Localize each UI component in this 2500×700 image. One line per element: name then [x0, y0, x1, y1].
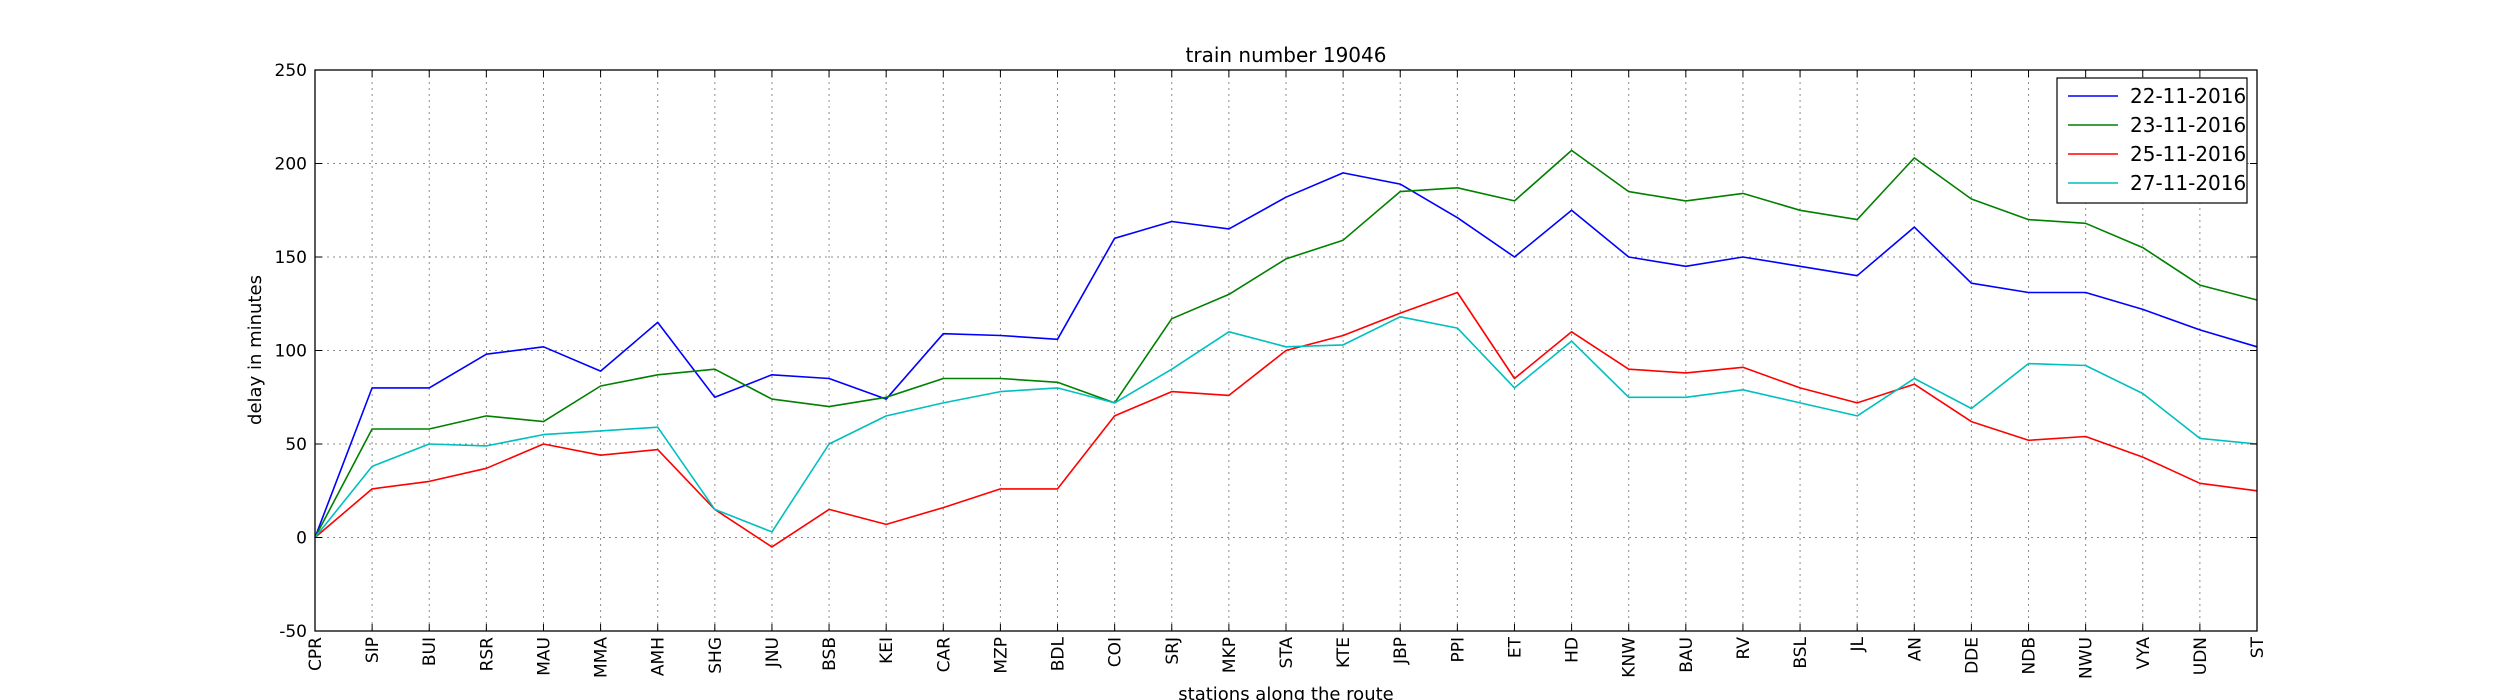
series-line-25-11-2016 [314, 291, 2258, 548]
x-tick-label: NWU [2077, 637, 2097, 679]
legend-label: 25-11-2016 [2130, 142, 2246, 166]
x-tick-label: MKP [1220, 637, 1240, 673]
x-tick-label: JL [1848, 636, 1868, 652]
y-tick-label: 0 [296, 529, 307, 549]
series-line-27-11-2016 [314, 315, 2258, 539]
x-tick-label: AMH [649, 637, 669, 676]
x-tick-label: MZP [991, 637, 1011, 674]
legend-label: 27-11-2016 [2130, 171, 2246, 195]
x-tick-label: BSL [1791, 636, 1811, 668]
x-tick-label: RV [1734, 637, 1754, 660]
x-tick-label: CAR [934, 637, 954, 672]
series-lines [314, 149, 2258, 548]
y-tick-label: -50 [279, 622, 307, 642]
x-tick-label: BAU [1677, 637, 1697, 673]
x-tick-label: ST [2248, 636, 2268, 658]
legend-box [2056, 77, 2248, 204]
x-tick-label: MAU [534, 637, 554, 676]
y-tick-label: 100 [275, 342, 307, 362]
x-axis-ticks: CPR SIP BUI RSR MAU MMA AMH SHG JNU BSB KEI CAR MZP B… [306, 70, 2268, 679]
x-tick-label: JBP [1391, 637, 1411, 665]
y-tick-label: 150 [275, 248, 307, 268]
legend-label: 22-11-2016 [2130, 84, 2246, 108]
x-tick-label: BSB [820, 637, 840, 671]
series-line-22-11-2016 [314, 172, 2258, 538]
legend: 22-11-2016 23-11-2016 25-11-2016 27-11-2016 [2056, 77, 2248, 204]
y-tick-label: 250 [275, 61, 307, 81]
x-tick-label: VYA [2134, 637, 2154, 670]
x-tick-label: ET [1505, 636, 1525, 658]
x-tick-label: KTE [1334, 637, 1354, 668]
x-tick-label: DDE [1962, 637, 1982, 674]
x-tick-label: PPI [1448, 637, 1468, 663]
x-tick-label: AN [1905, 637, 1925, 661]
x-tick-label: NDB [2020, 637, 2040, 674]
x-tick-label: CPR [306, 637, 326, 671]
x-tick-label: UDN [2191, 637, 2211, 675]
x-tick-label: COI [1106, 637, 1126, 667]
x-tick-label: SRJ [1163, 637, 1183, 665]
y-axis-title: delay in minutes [245, 275, 266, 425]
x-tick-label: MMA [592, 637, 612, 678]
x-tick-label: SIP [363, 637, 383, 663]
x-axis-title: stations along the route [1178, 684, 1393, 700]
legend-label: 23-11-2016 [2130, 113, 2246, 137]
y-axis-ticks: -50 0 50 100 150 200 250 [275, 61, 2257, 642]
x-tick-label: KNW [1620, 637, 1640, 678]
x-tick-label: JNU [763, 637, 783, 668]
x-tick-label: SHG [706, 637, 726, 674]
x-tick-label: RSR [477, 637, 497, 672]
x-tick-label: HD [1563, 637, 1583, 663]
x-tick-label: STA [1277, 637, 1297, 669]
chart-title: train number 19046 [1186, 43, 1387, 67]
x-tick-label: KEI [877, 637, 897, 664]
x-tick-label: BUI [420, 637, 440, 666]
y-tick-label: 200 [275, 155, 307, 175]
series-line-23-11-2016 [314, 149, 2258, 538]
y-tick-label: 50 [285, 435, 307, 455]
x-tick-label: BDL [1049, 636, 1069, 671]
